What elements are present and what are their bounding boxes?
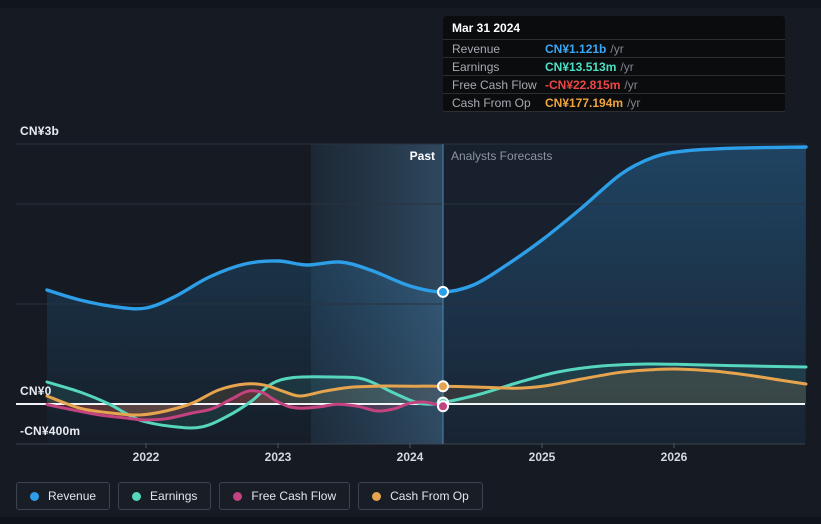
- free-cash-flow-line: [45, 389, 445, 422]
- legend-dot-icon: [132, 491, 142, 501]
- y-axis-label: CN¥0: [20, 384, 52, 398]
- free-cash-flow-marker[interactable]: [437, 400, 449, 413]
- legend-dot-icon: [30, 491, 39, 501]
- cash-from-op-marker[interactable]: [437, 380, 449, 393]
- legend-dot-icon: [233, 491, 243, 501]
- hover-tooltip: Mar 31 2024 Revenue CN¥1.121b/yr Earnings C…: [443, 16, 785, 112]
- legend-item-earnings[interactable]: Earnings: [118, 482, 212, 510]
- tooltip-row-value: CN¥13.513m: [545, 59, 617, 74]
- legend-item-label: Earnings: [150, 489, 198, 503]
- analysts-forecasts-label: Analysts Forecasts: [451, 149, 553, 163]
- tooltip-row: Earnings CN¥13.513m/yr: [443, 58, 785, 76]
- tooltip-row: Revenue CN¥1.121b/yr: [443, 40, 785, 58]
- tooltip-row-value: CN¥1.121b: [545, 41, 607, 56]
- legend: Revenue Earnings Free Cash Flow Cash From O…: [16, 482, 483, 510]
- tooltip-row-label: Cash From Op: [452, 95, 531, 110]
- y-axis-label: CN¥3b: [20, 124, 60, 138]
- x-axis-label: 2026: [660, 450, 688, 464]
- free-cash-flow-area: [47, 390, 443, 420]
- cash-from-op-line: [45, 367, 808, 417]
- tooltip-row-value: -CN¥22.815m: [545, 77, 621, 92]
- tooltip-row: Cash From Op CN¥177.194m/yr: [443, 94, 785, 112]
- tooltip-row: Free Cash Flow -CN¥22.815m/yr: [443, 76, 785, 94]
- tooltip-row-label: Revenue: [452, 41, 501, 56]
- tooltip-row-value: CN¥177.194m: [545, 95, 624, 110]
- tooltip-row-unit: /yr: [610, 41, 624, 56]
- revenue-line: [45, 145, 808, 311]
- x-axis-label: 2022: [132, 450, 160, 464]
- past-label: Past: [409, 149, 435, 163]
- y-axis-label: -CN¥400m: [20, 424, 81, 438]
- past-year-highlight-band: [311, 144, 443, 444]
- earnings-area: [47, 363, 806, 428]
- legend-item-label: Free Cash Flow: [251, 489, 337, 503]
- tooltip-row-label: Free Cash Flow: [452, 77, 537, 92]
- legend-item-label: Cash From Op: [390, 489, 469, 503]
- tooltip-row-unit: /yr: [627, 95, 641, 110]
- bottom-strip: [0, 517, 821, 524]
- legend-item-revenue[interactable]: Revenue: [16, 482, 111, 510]
- legend-item-label: Revenue: [48, 489, 97, 503]
- x-axis-label: 2025: [528, 450, 556, 464]
- x-axis-label: 2023: [264, 450, 292, 464]
- legend-item-cash-from-op[interactable]: Cash From Op: [358, 482, 483, 510]
- tooltip-date: Mar 31 2024: [443, 16, 785, 40]
- tooltip-row-unit: /yr: [620, 59, 634, 74]
- tooltip-row-label: Earnings: [452, 59, 500, 74]
- top-strip: [0, 0, 821, 8]
- legend-dot-icon: [372, 491, 382, 501]
- x-axis-label: 2024: [396, 450, 424, 464]
- revenue-marker[interactable]: [437, 285, 449, 298]
- tooltip-row-unit: /yr: [624, 77, 638, 92]
- legend-item-free-cash-flow[interactable]: Free Cash Flow: [219, 482, 351, 510]
